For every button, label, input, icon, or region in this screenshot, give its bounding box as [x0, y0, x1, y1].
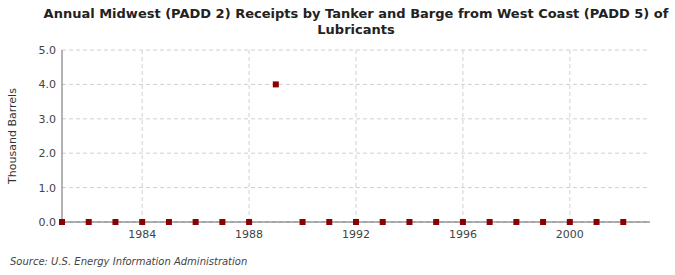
point: [193, 219, 199, 225]
point: [86, 219, 92, 225]
x-grid-line: [356, 50, 357, 222]
y-grid-line: [62, 187, 650, 188]
point: [112, 219, 118, 225]
x-grid-line: [142, 50, 143, 222]
x-tick-label: 1996: [449, 228, 477, 241]
x-grid-line: [569, 50, 570, 222]
point: [513, 219, 519, 225]
y-grid-line: [62, 84, 650, 85]
x-tick-label: 1984: [128, 228, 156, 241]
point: [380, 219, 386, 225]
point: [487, 219, 493, 225]
point: [594, 219, 600, 225]
x-grid-line: [462, 50, 463, 222]
point: [139, 219, 145, 225]
x-tick-label: 2000: [556, 228, 584, 241]
y-tick-label: 1.0: [39, 182, 57, 195]
point: [540, 219, 546, 225]
y-axis-label: Thousand Barrels: [6, 88, 19, 185]
y-axis-line: [62, 50, 63, 222]
point: [246, 219, 252, 225]
title-line: Lubricants: [317, 22, 395, 37]
point: [219, 219, 225, 225]
point: [273, 81, 279, 87]
x-grid-line: [249, 50, 250, 222]
grid: [62, 50, 650, 222]
title-line: Annual Midwest (PADD 2) Receipts by Tank…: [44, 6, 669, 21]
x-tick-label: 1992: [342, 228, 370, 241]
annotation: Source: U.S. Energy Information Administ…: [10, 256, 247, 267]
y-tick-label: 4.0: [39, 78, 57, 91]
point: [620, 219, 626, 225]
y-grid-line: [62, 153, 650, 154]
title: Annual Midwest (PADD 2) Receipts by Tank…: [44, 6, 669, 37]
chart: Annual Midwest (PADD 2) Receipts by Tank…: [0, 0, 675, 275]
y-tick-label: 0.0: [39, 216, 57, 229]
point: [433, 219, 439, 225]
x-tick-label: 1988: [235, 228, 263, 241]
point: [406, 219, 412, 225]
point: [353, 219, 359, 225]
y-tick-label: 2.0: [39, 147, 57, 160]
point: [567, 219, 573, 225]
point: [300, 219, 306, 225]
point: [166, 219, 172, 225]
point: [59, 219, 65, 225]
point: [326, 219, 332, 225]
point: [460, 219, 466, 225]
y-grid-line: [62, 118, 650, 119]
points: [59, 81, 626, 225]
y-tick-label: 3.0: [39, 113, 57, 126]
y-tick-label: 5.0: [39, 44, 57, 57]
